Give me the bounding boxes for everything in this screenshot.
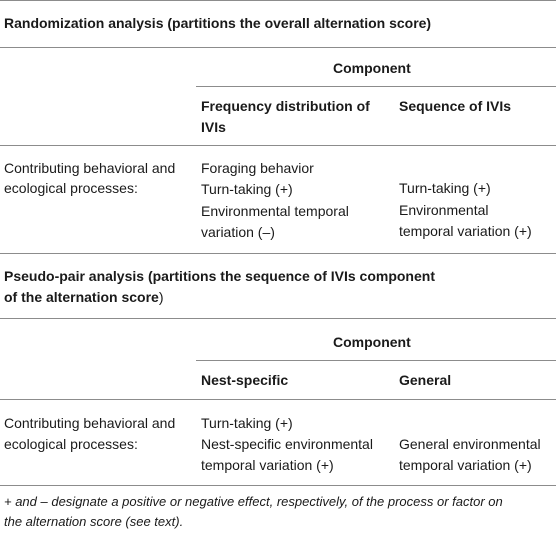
footnote-line1: + and – designate a positive or negative… [4,494,503,509]
section2-col1-header: Nest-specific [201,372,289,388]
section2-title-tail: ) [158,289,164,305]
section1-title: Randomization analysis (partitions the o… [4,15,432,31]
section2-col1-item: Nest-specific environmental [201,436,373,452]
section2-title-line2: of the alternation score [4,289,159,305]
section1-title-rule [0,47,556,48]
section2-col2-item: General environmental [399,436,541,452]
section2-component-rule [196,360,556,361]
section2-title-rule [0,318,556,319]
section1-component-header: Component [333,60,411,76]
section2-row-label-line2: ecological processes: [4,436,138,452]
section1-col1-header-line1: Frequency distribution of [201,98,370,114]
section2-header-rule [0,399,556,400]
section2-title: Pseudo-pair analysis (partitions the seq… [4,266,435,308]
section2-col1-item: temporal variation (+) [201,457,334,473]
section2-title-line1: Pseudo-pair analysis (partitions the seq… [4,268,435,284]
section1-col2-item: Environmental [399,202,489,218]
section2-col1-item: Turn-taking (+) [201,415,293,431]
section1-col2-item: temporal variation (+) [399,223,532,239]
section1-col2-item: Turn-taking (+) [399,180,491,196]
top-rule [0,0,556,1]
section2-col2-item: temporal variation (+) [399,457,532,473]
section1-header-rule [0,145,556,146]
section1-col1-item: Foraging behavior [201,160,314,176]
section2-bottom-rule [0,485,556,486]
section1-col1-header-line2: IVIs [201,119,226,135]
section1-col1-item: Environmental temporal [201,203,349,219]
footnote-line2: the alternation score (see text). [4,514,184,529]
section1-bottom-rule [0,253,556,254]
section1-component-rule [196,86,556,87]
section1-row-label-line2: ecological processes: [4,180,138,196]
section1-col2-header: Sequence of IVIs [399,98,512,114]
section1-col1-item: variation (–) [201,224,275,240]
section2-col2-header: General [399,372,452,388]
section1-col1-item: Turn-taking (+) [201,181,293,197]
section2-component-header: Component [333,334,411,350]
section1-row-label-line1: Contributing behavioral and [4,160,176,176]
section2-row-label-line1: Contributing behavioral and [4,415,176,431]
